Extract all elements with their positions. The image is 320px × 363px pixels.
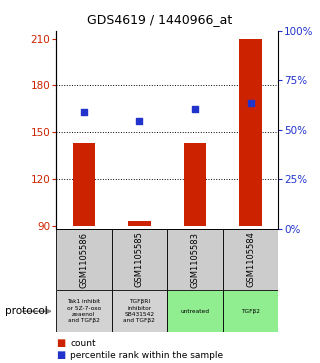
Bar — [128, 221, 150, 225]
Bar — [73, 143, 95, 225]
Text: ■: ■ — [56, 350, 65, 360]
Text: GSM1105583: GSM1105583 — [190, 232, 199, 287]
Bar — [167, 290, 223, 332]
Text: percentile rank within the sample: percentile rank within the sample — [70, 351, 224, 359]
Text: GSM1105584: GSM1105584 — [246, 232, 255, 287]
Bar — [112, 290, 167, 332]
Text: untreated: untreated — [180, 309, 210, 314]
Bar — [112, 229, 167, 290]
Bar — [184, 143, 206, 225]
Point — [81, 109, 86, 115]
Bar — [56, 229, 112, 290]
Text: GDS4619 / 1440966_at: GDS4619 / 1440966_at — [87, 13, 233, 26]
Text: Tak1 inhibit
or 5Z-7-oxo
zeaenol
and TGFβ2: Tak1 inhibit or 5Z-7-oxo zeaenol and TGF… — [67, 299, 101, 323]
Bar — [56, 290, 112, 332]
Bar — [223, 290, 278, 332]
Bar — [239, 38, 262, 225]
Bar — [223, 229, 278, 290]
Text: TGFβ2: TGFβ2 — [241, 309, 260, 314]
Point — [248, 99, 253, 105]
Text: ■: ■ — [56, 338, 65, 348]
Text: count: count — [70, 339, 96, 347]
Text: TGFβRI
inhibitor
SB431542
and TGFβ2: TGFβRI inhibitor SB431542 and TGFβ2 — [124, 299, 155, 323]
Text: GSM1105586: GSM1105586 — [79, 232, 88, 287]
Point — [192, 106, 197, 112]
Text: protocol: protocol — [5, 306, 48, 316]
Bar — [167, 229, 223, 290]
Text: GSM1105585: GSM1105585 — [135, 232, 144, 287]
Point — [137, 118, 142, 124]
